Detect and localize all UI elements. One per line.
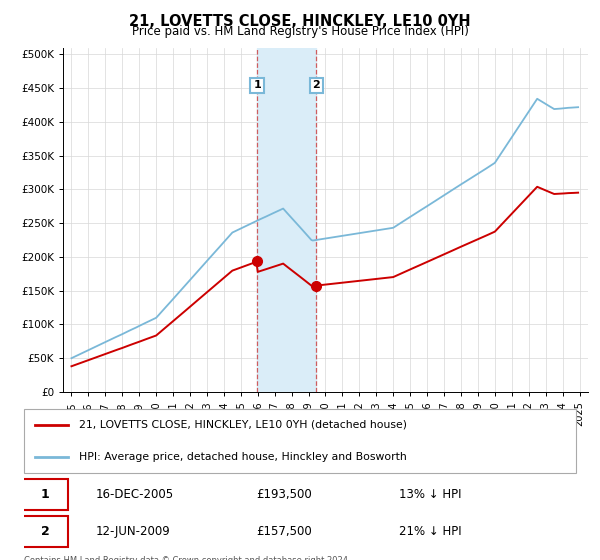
FancyBboxPatch shape	[21, 479, 68, 510]
Text: £193,500: £193,500	[256, 488, 311, 501]
Text: 1: 1	[253, 81, 261, 91]
Text: 2: 2	[41, 525, 49, 538]
Text: £157,500: £157,500	[256, 525, 311, 538]
Bar	[257, 48, 316, 392]
Text: 21, LOVETTS CLOSE, HINCKLEY, LE10 0YH: 21, LOVETTS CLOSE, HINCKLEY, LE10 0YH	[129, 14, 471, 29]
Text: 13% ↓ HPI: 13% ↓ HPI	[400, 488, 462, 501]
FancyBboxPatch shape	[21, 516, 68, 547]
Text: 1: 1	[41, 488, 49, 501]
Text: 16-DEC-2005: 16-DEC-2005	[96, 488, 174, 501]
Text: 21% ↓ HPI: 21% ↓ HPI	[400, 525, 462, 538]
Text: 12-JUN-2009: 12-JUN-2009	[96, 525, 170, 538]
Text: 21, LOVETTS CLOSE, HINCKLEY, LE10 0YH (detached house): 21, LOVETTS CLOSE, HINCKLEY, LE10 0YH (d…	[79, 420, 407, 430]
FancyBboxPatch shape	[24, 409, 576, 473]
Text: Price paid vs. HM Land Registry's House Price Index (HPI): Price paid vs. HM Land Registry's House …	[131, 25, 469, 38]
Text: 2: 2	[313, 81, 320, 91]
Text: Contains HM Land Registry data © Crown copyright and database right 2024.
This d: Contains HM Land Registry data © Crown c…	[24, 556, 350, 560]
Text: HPI: Average price, detached house, Hinckley and Bosworth: HPI: Average price, detached house, Hinc…	[79, 452, 407, 462]
